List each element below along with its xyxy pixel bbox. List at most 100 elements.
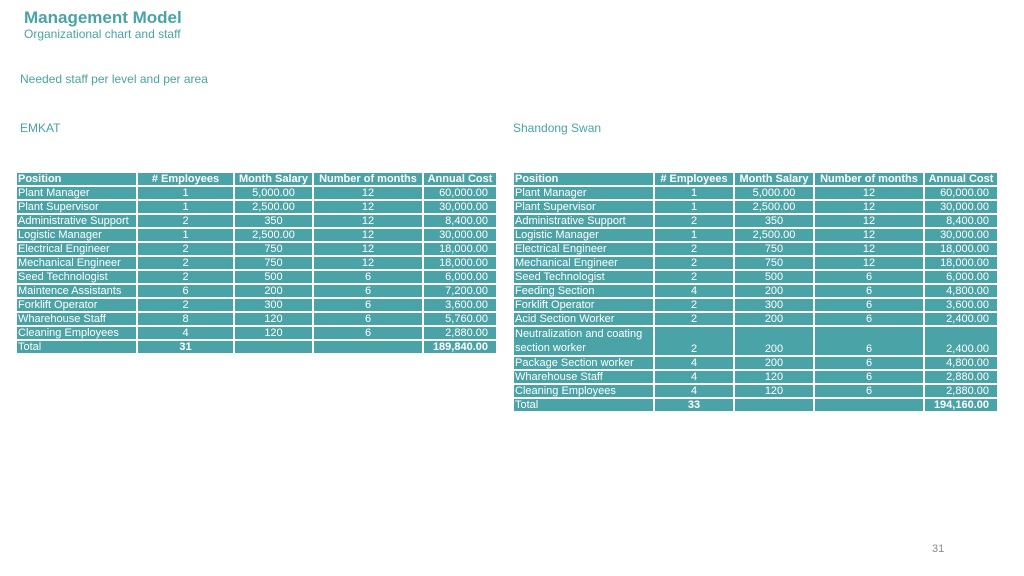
column-header-annual-cost: Annual Cost <box>923 171 999 187</box>
page-number: 31 <box>932 543 945 555</box>
cell-employees: 1 <box>653 199 735 215</box>
cell-position: Cleaning Employees <box>512 383 655 399</box>
cell-employees: 2 <box>653 241 735 257</box>
empty-cell <box>733 397 815 413</box>
cell-position: Electrical Engineer <box>15 241 138 257</box>
cell-employees: 2 <box>653 297 735 313</box>
section-heading: Needed staff per level and per area <box>20 72 208 86</box>
cell-employees: 2 <box>136 297 235 313</box>
cell-annual-cost: 2,880.00 <box>422 325 498 341</box>
total-label: Total <box>512 397 655 413</box>
cell-months: 6 <box>813 311 925 327</box>
cell-annual-cost: 3,600.00 <box>923 297 999 313</box>
cell-annual-cost: 30,000.00 <box>422 199 498 215</box>
cell-months: 6 <box>312 297 424 313</box>
total-row: Total 33 194,160.00 <box>512 397 999 413</box>
cell-months: 12 <box>813 227 925 243</box>
cell-month-salary: 5,000.00 <box>233 185 314 201</box>
cell-annual-cost: 18,000.00 <box>923 241 999 257</box>
table-row: Acid Section Worker 2 200 6 2,400.00 <box>512 311 999 327</box>
cell-month-salary: 2,500.00 <box>733 199 815 215</box>
cell-position: Mechanical Engineer <box>15 255 138 271</box>
cell-position: Plant Supervisor <box>15 199 138 215</box>
emkat-staff-table: Position # Employees Month Salary Number… <box>15 171 498 355</box>
cell-month-salary: 500 <box>233 269 314 285</box>
cell-month-salary: 120 <box>733 369 815 385</box>
table-row: Feeding Section 4 200 6 4,800.00 <box>512 283 999 299</box>
cell-employees: 6 <box>136 283 235 299</box>
cell-month-salary: 2,500.00 <box>233 227 314 243</box>
total-row: Total 31 189,840.00 <box>15 339 498 355</box>
cell-months: 12 <box>813 185 925 201</box>
cell-employees: 1 <box>653 227 735 243</box>
cell-annual-cost: 18,000.00 <box>422 255 498 271</box>
table-row: Logistic Manager 1 2,500.00 12 30,000.00 <box>15 227 498 243</box>
cell-position: Mechanical Engineer <box>512 255 655 271</box>
cell-position: Feeding Section <box>512 283 655 299</box>
cell-months: 12 <box>813 199 925 215</box>
cell-employees: 4 <box>653 369 735 385</box>
table-row: Wharehouse Staff 4 120 6 2,880.00 <box>512 369 999 385</box>
table-row: Seed Technologist 2 500 6 6,000.00 <box>512 269 999 285</box>
column-header-month-salary: Month Salary <box>733 171 815 187</box>
cell-months: 12 <box>813 213 925 229</box>
cell-employees: 2 <box>653 255 735 271</box>
cell-position: Maintence Assistants <box>15 283 138 299</box>
column-header-position: Position <box>15 171 138 187</box>
cell-month-salary: 200 <box>233 283 314 299</box>
table-header-row: Position # Employees Month Salary Number… <box>15 171 498 187</box>
cell-month-salary: 2,500.00 <box>733 227 815 243</box>
cell-position: Forklift Operator <box>15 297 138 313</box>
cell-months: 6 <box>813 355 925 371</box>
cell-months: 6 <box>312 283 424 299</box>
cell-month-salary: 120 <box>233 311 314 327</box>
cell-months: 6 <box>312 311 424 327</box>
cell-position: Wharehouse Staff <box>512 369 655 385</box>
cell-months: 6 <box>813 369 925 385</box>
column-header-employees: # Employees <box>653 171 735 187</box>
shandong-staff-table: Position # Employees Month Salary Number… <box>512 171 999 413</box>
table-row: Administrative Support 2 350 12 8,400.00 <box>512 213 999 229</box>
cell-position: Electrical Engineer <box>512 241 655 257</box>
total-annual-cost: 189,840.00 <box>422 339 498 355</box>
empty-cell <box>233 339 314 355</box>
cell-employees: 4 <box>653 355 735 371</box>
cell-employees: 2 <box>653 269 735 285</box>
cell-months: 12 <box>312 227 424 243</box>
company-label-emkat: EMKAT <box>20 121 61 135</box>
cell-employees: 4 <box>136 325 235 341</box>
cell-annual-cost: 8,400.00 <box>422 213 498 229</box>
cell-employees: 1 <box>653 185 735 201</box>
cell-employees: 2 <box>136 269 235 285</box>
table-row: Forklift Operator 2 300 6 3,600.00 <box>15 297 498 313</box>
cell-month-salary: 750 <box>233 255 314 271</box>
cell-annual-cost: 2,400.00 <box>923 311 999 327</box>
cell-annual-cost: 2,400.00 <box>923 325 999 357</box>
cell-month-salary: 750 <box>733 241 815 257</box>
cell-month-salary: 300 <box>233 297 314 313</box>
cell-position: Cleaning Employees <box>15 325 138 341</box>
cell-months: 12 <box>312 241 424 257</box>
cell-employees: 2 <box>653 311 735 327</box>
total-employees: 31 <box>136 339 235 355</box>
table-row: Plant Supervisor 1 2,500.00 12 30,000.00 <box>15 199 498 215</box>
cell-position: Plant Supervisor <box>512 199 655 215</box>
cell-months: 12 <box>312 255 424 271</box>
table-row: Mechanical Engineer 2 750 12 18,000.00 <box>15 255 498 271</box>
cell-annual-cost: 7,200.00 <box>422 283 498 299</box>
cell-month-salary: 500 <box>733 269 815 285</box>
cell-position: Package Section worker <box>512 355 655 371</box>
cell-position: Administrative Support <box>512 213 655 229</box>
empty-cell <box>813 397 925 413</box>
cell-months: 12 <box>312 185 424 201</box>
table-row: Seed Technologist 2 500 6 6,000.00 <box>15 269 498 285</box>
cell-position: Seed Technologist <box>512 269 655 285</box>
cell-annual-cost: 2,880.00 <box>923 383 999 399</box>
column-header-annual-cost: Annual Cost <box>422 171 498 187</box>
column-header-position: Position <box>512 171 655 187</box>
table-row: Plant Manager 1 5,000.00 12 60,000.00 <box>15 185 498 201</box>
cell-employees: 2 <box>136 213 235 229</box>
cell-months: 12 <box>813 241 925 257</box>
total-employees: 33 <box>653 397 735 413</box>
column-header-employees: # Employees <box>136 171 235 187</box>
